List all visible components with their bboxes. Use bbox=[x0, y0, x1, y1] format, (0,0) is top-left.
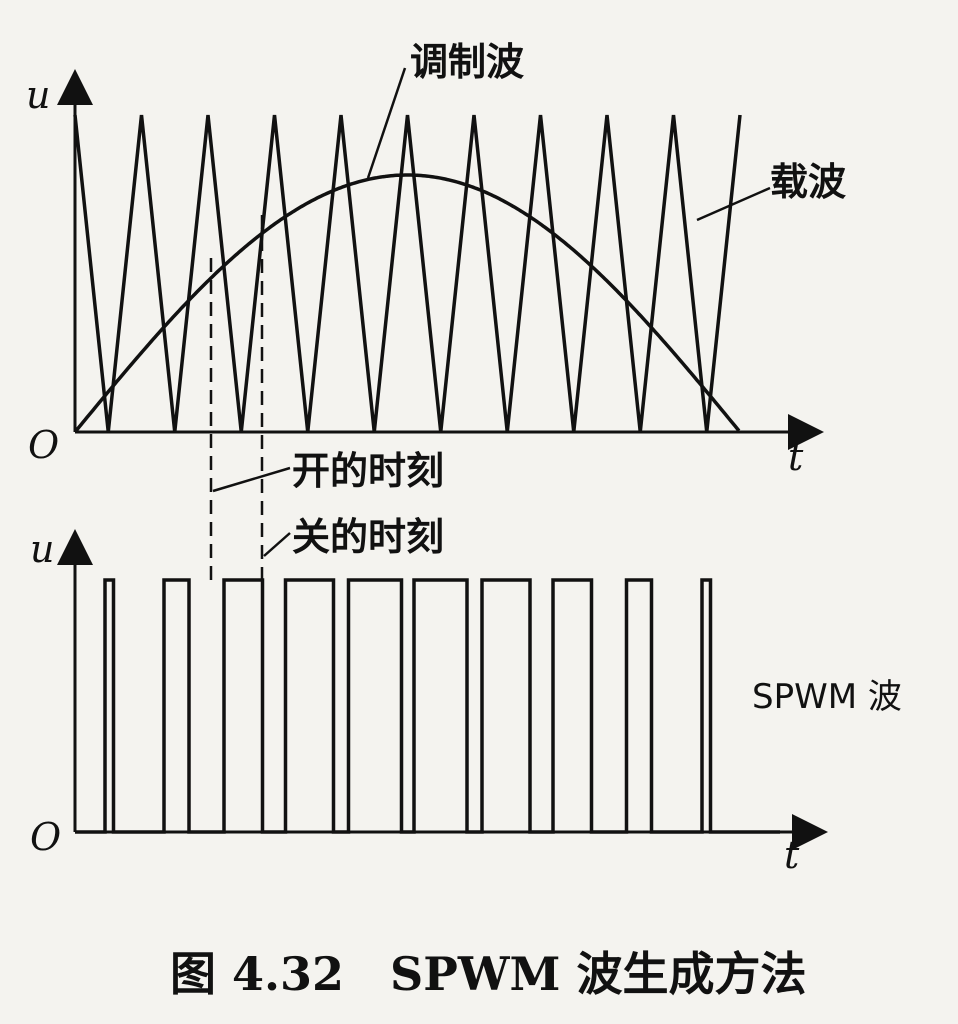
upper-x-axis-label: t bbox=[788, 435, 804, 479]
lower-x-axis-label: t bbox=[784, 833, 800, 877]
upper-y-axis-label: u bbox=[26, 73, 50, 117]
upper-origin-label: O bbox=[28, 423, 59, 467]
modulation-leader-line bbox=[366, 67, 407, 179]
lower-y-axis-label: u bbox=[30, 527, 54, 571]
carrier-wave-label: 载波 bbox=[770, 160, 846, 204]
switching-markers: 开的时刻 关的时刻 bbox=[209, 215, 444, 585]
off-time-label: 关的时刻 bbox=[292, 515, 444, 559]
spwm-pulse-train bbox=[75, 578, 780, 834]
on-time-label: 开的时刻 bbox=[292, 449, 444, 493]
modulation-wave-label: 调制波 bbox=[410, 40, 524, 84]
carrier-wave bbox=[73, 114, 742, 433]
on-time-leader-line bbox=[212, 466, 291, 493]
upper-plot: u t O 调制波 载波 bbox=[26, 40, 846, 479]
modulation-wave bbox=[73, 173, 741, 434]
lower-origin-label: O bbox=[30, 815, 61, 859]
carrier-leader-line bbox=[696, 186, 771, 222]
figure-caption: 图 4.32 SPWM 波生成方法 bbox=[170, 947, 806, 1001]
off-time-leader-line bbox=[263, 532, 291, 557]
lower-plot: u t O SPWM 波 bbox=[30, 527, 902, 877]
spwm-wave-label: SPWM 波 bbox=[752, 677, 902, 717]
